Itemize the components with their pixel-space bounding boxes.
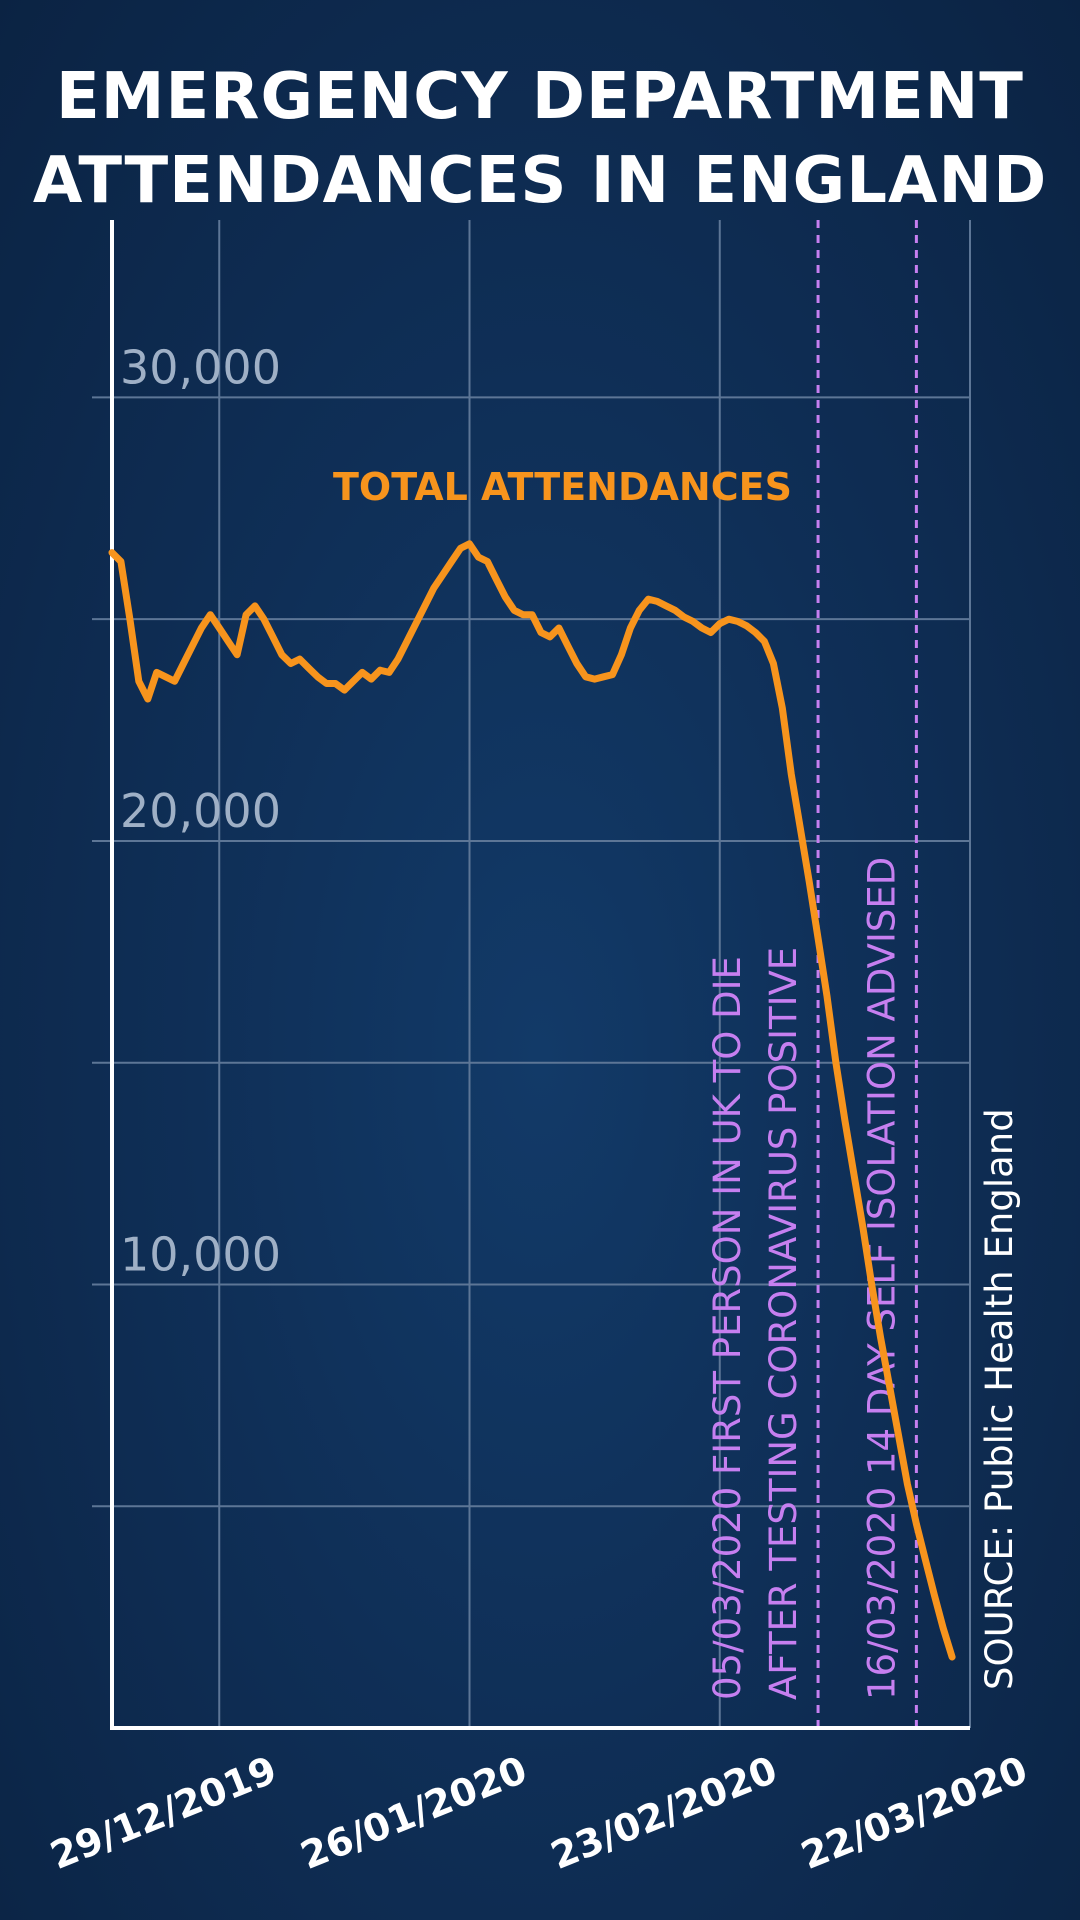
x-tick-label: 26/01/2020: [295, 1748, 533, 1878]
x-tick-label: 22/03/2020: [795, 1748, 1033, 1878]
x-tick-label: 23/02/2020: [545, 1748, 783, 1878]
grid-layer: [92, 220, 971, 1728]
chart-title-line-2: ATTENDANCES IN ENGLAND: [32, 144, 1048, 218]
source-label: SOURCE: Public Health England: [978, 1108, 1021, 1690]
annotation-label: 16/03/2020 14 DAY SELF ISOLATION ADVISED: [860, 857, 903, 1700]
series-label: TOTAL ATTENDANCES: [333, 465, 792, 509]
axis-layer: [110, 220, 970, 1730]
annotation-label: AFTER TESTING CORONAVIRUS POSITIVE: [762, 947, 805, 1700]
annotation-label: 05/03/2020 FIRST PERSON IN UK TO DIE: [706, 956, 749, 1700]
series-line-total-attendances: [108, 540, 956, 1661]
chart-title: EMERGENCY DEPARTMENT ATTENDANCES IN ENGL…: [0, 55, 1080, 223]
y-tick-label: 30,000: [120, 340, 281, 394]
series-layer: [108, 540, 956, 1661]
x-tick-label: 29/12/2019: [44, 1748, 282, 1878]
y-tick-label: 20,000: [120, 784, 281, 838]
y-tick-label: 10,000: [120, 1227, 281, 1281]
annotation-layer: 05/03/2020 FIRST PERSON IN UK TO DIE AFTE…: [706, 220, 918, 1728]
chart-title-line-1: EMERGENCY DEPARTMENT: [56, 60, 1024, 134]
